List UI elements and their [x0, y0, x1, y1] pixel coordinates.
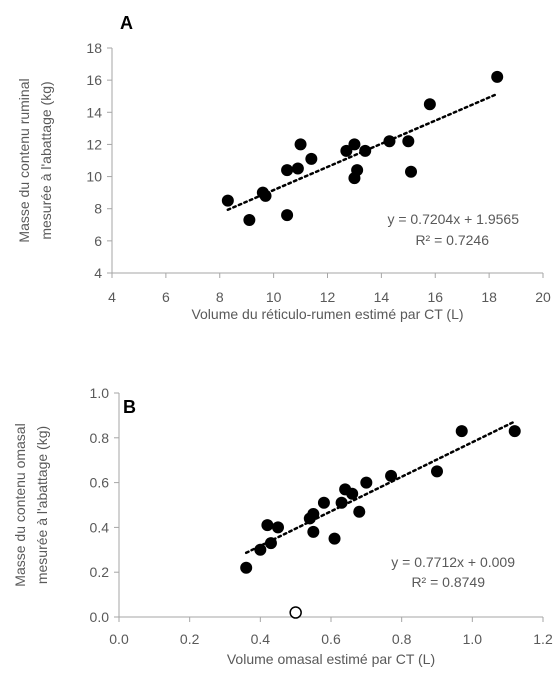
x-axis-label: Volume omasal estimé par CT (L) — [227, 651, 435, 667]
data-point — [291, 162, 304, 175]
x-tick-label: 20 — [535, 289, 551, 305]
x-axis-label: Volume du réticulo-rumen estimé par CT (… — [191, 306, 463, 322]
data-point — [431, 465, 443, 478]
data-point — [264, 537, 277, 550]
data-point — [335, 496, 348, 509]
y-tick-label: 10 — [86, 169, 102, 185]
data-point — [221, 194, 234, 207]
data-point — [307, 525, 320, 538]
y-tick-label: 16 — [86, 72, 102, 88]
x-tick-label: 8 — [216, 289, 224, 305]
r-squared-label: R² = 0.8749 — [411, 574, 485, 590]
x-tick-label: 6 — [162, 289, 170, 305]
y-tick-label: 1.0 — [90, 385, 110, 401]
data-point — [281, 209, 294, 222]
data-point — [351, 164, 364, 177]
y-tick-label: 18 — [86, 40, 102, 56]
data-point — [340, 144, 353, 157]
outlier-point — [289, 606, 302, 619]
data-point — [272, 521, 284, 534]
y-tick-label: 0.4 — [90, 519, 110, 535]
regression-equation: y = 0.7204x + 1.9565 — [387, 211, 519, 227]
r-squared-label: R² = 0.7246 — [415, 232, 489, 248]
y-tick-label: 8 — [94, 201, 102, 217]
data-point — [328, 532, 341, 545]
x-tick-label: 4 — [108, 289, 116, 305]
x-tick-label: 14 — [374, 289, 390, 305]
y-tick-label: 4 — [94, 265, 102, 281]
data-point — [305, 152, 318, 165]
y-tick-label: 0.8 — [90, 430, 110, 446]
data-point — [294, 138, 307, 151]
x-tick-label: 0.0 — [109, 631, 129, 647]
data-point — [491, 70, 504, 83]
data-point — [317, 496, 330, 509]
data-point — [455, 425, 468, 438]
data-point — [307, 507, 320, 520]
y-tick-label: 14 — [86, 104, 102, 120]
data-point — [240, 561, 253, 574]
x-tick-label: 1.0 — [463, 631, 483, 647]
data-point — [243, 213, 256, 226]
y-tick-label: 0.2 — [90, 564, 110, 580]
data-point — [254, 543, 267, 556]
data-point — [385, 469, 398, 482]
x-tick-label: 12 — [320, 289, 336, 305]
data-point — [353, 505, 366, 518]
panel-label-b: B — [123, 397, 136, 417]
data-point — [405, 165, 418, 178]
data-point — [360, 476, 373, 489]
x-tick-label: 1.2 — [533, 631, 553, 647]
data-point — [383, 135, 396, 148]
y-tick-label: 0.0 — [90, 609, 110, 625]
data-point — [402, 135, 415, 148]
panel-label-a: A — [120, 13, 133, 33]
y-axis-label-line: Masse du contenu omasal — [12, 423, 28, 586]
y-tick-label: 12 — [86, 136, 102, 152]
y-tick-label: 6 — [94, 233, 102, 249]
y-axis-label-line: Masse du contenu ruminal — [16, 78, 32, 242]
data-point — [259, 189, 272, 202]
data-point — [359, 144, 372, 157]
x-tick-label: 10 — [266, 289, 282, 305]
data-point — [423, 98, 436, 111]
data-point — [508, 425, 521, 438]
data-point — [281, 164, 294, 177]
x-tick-label: 18 — [481, 289, 497, 305]
panel-a-scatter-chart: A 4 6 8 10 12 14 16 18 4 6 8 10 12 14 16 18 20 Volume du r… — [16, 13, 551, 322]
panel-b-scatter-chart: B 0.0 0.2 0.4 0.6 0.8 1.0 0.0 0.2 0.4 0.6 0.8 1.0 1.2… — [12, 385, 553, 667]
x-tick-label: 0.8 — [392, 631, 412, 647]
x-tick-label: 0.6 — [321, 631, 341, 647]
data-point — [346, 487, 359, 500]
y-axis-label-line: mesurée à l'abattage (kg) — [38, 81, 54, 239]
x-tick-label: 16 — [427, 289, 443, 305]
x-tick-label: 0.2 — [180, 631, 200, 647]
regression-equation: y = 0.7712x + 0.009 — [391, 554, 515, 570]
data-point — [261, 519, 274, 532]
y-tick-label: 0.6 — [90, 475, 110, 491]
y-axis-label-line: mesurée à l'abattage (kg) — [34, 426, 50, 584]
x-tick-label: 0.4 — [251, 631, 271, 647]
trendline — [244, 420, 516, 555]
data-point — [348, 138, 361, 151]
